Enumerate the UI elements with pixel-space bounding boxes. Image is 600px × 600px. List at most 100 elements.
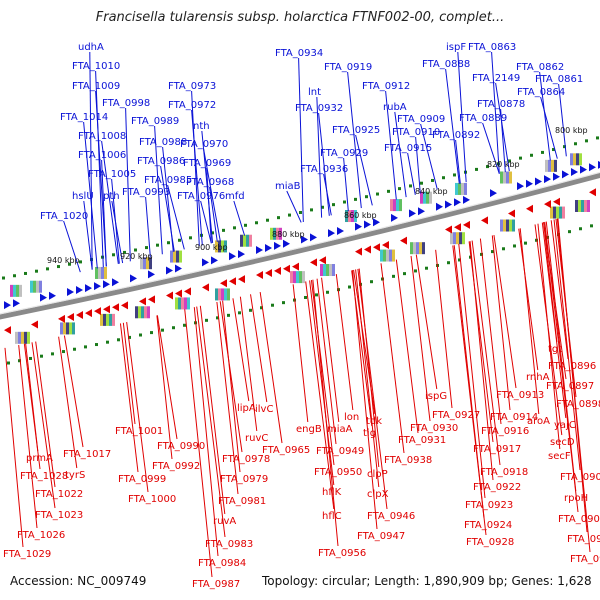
reverse-gene-arrow: [589, 188, 596, 197]
forward-gene-arrow: [580, 165, 587, 174]
forward-gene-arrow: [364, 220, 371, 229]
reverse-feature-tile: [509, 219, 512, 232]
kbp-tick-dot: [51, 352, 54, 356]
forward-gene-label: FTA_1008: [78, 131, 126, 142]
kbp-tick-dot: [530, 153, 533, 157]
kbp-tick-dot: [35, 269, 38, 273]
forward-gene-arrow: [229, 252, 236, 261]
forward-gene-label: FTA_0912: [362, 81, 410, 92]
forward-leader-line: [233, 200, 246, 236]
reverse-leader-line: [63, 335, 84, 448]
kbp-tick-dot: [431, 178, 434, 182]
reverse-feature-tile: [175, 297, 178, 310]
forward-feature-tile: [246, 234, 249, 247]
forward-gene-arrow: [310, 233, 317, 242]
reverse-feature-tile: [456, 232, 459, 245]
forward-feature-tile: [464, 182, 467, 195]
forward-leader-line: [316, 96, 323, 218]
kbp-tick-dot: [398, 187, 401, 191]
kbp-tick-dot: [79, 260, 82, 264]
reverse-gene-label: FTA_0930: [410, 423, 458, 434]
forward-gene-label: FTA_0969: [183, 158, 231, 169]
forward-gene-label: FTA_0910: [392, 127, 440, 138]
forward-gene-label: FTA_0998: [102, 98, 150, 109]
kbp-tick-dot: [541, 150, 544, 154]
forward-feature-tile: [423, 191, 426, 204]
reverse-leader-line: [556, 218, 591, 553]
forward-feature-tile: [33, 280, 36, 293]
reverse-leader-line: [239, 296, 258, 432]
forward-gene-arrow: [571, 168, 578, 177]
reverse-feature-tile: [27, 331, 30, 344]
reverse-leader-line: [544, 221, 579, 513]
forward-gene-arrow: [544, 175, 551, 184]
reverse-feature-tile: [138, 306, 141, 319]
forward-gene-label: FTA_0909: [397, 114, 445, 125]
reverse-gene-label: FTA_0896: [548, 361, 596, 372]
reverse-gene-label: rpoH: [564, 493, 588, 504]
kbp-tick-dot: [590, 224, 593, 228]
forward-gene-arrow: [103, 280, 110, 289]
forward-feature-tile: [140, 257, 143, 270]
forward-gene-arrow: [112, 278, 119, 287]
reverse-gene-arrow: [67, 312, 74, 321]
forward-leader-line: [83, 200, 93, 270]
reverse-feature-tile: [578, 199, 581, 212]
kbp-tick-dot: [568, 230, 571, 234]
reverse-leader-line: [335, 274, 354, 411]
forward-gene-arrow: [13, 299, 20, 308]
forward-gene-arrow: [40, 293, 47, 302]
reverse-feature-tile: [109, 313, 112, 326]
reverse-feature-tile: [24, 331, 27, 344]
reverse-feature-tile: [60, 322, 63, 335]
forward-gene-label: FTA_0863: [468, 42, 516, 53]
kbp-tick-dot: [266, 218, 269, 222]
forward-gene-label: ispF: [446, 42, 466, 53]
reverse-feature-tile: [553, 206, 556, 219]
kbp-tick-dot: [134, 248, 137, 252]
forward-feature-tile: [399, 199, 402, 212]
reverse-leader-line: [126, 322, 149, 493]
reverse-gene-arrow: [265, 268, 272, 277]
kbp-tick-dot: [156, 243, 159, 247]
reverse-gene-label: secD: [550, 437, 575, 448]
forward-gene-arrow: [283, 239, 290, 248]
forward-leader-line: [491, 51, 500, 174]
kbp-tick-dot: [524, 241, 527, 245]
kbp-tick-dot: [150, 331, 153, 335]
reverse-gene-arrow: [319, 256, 326, 265]
reverse-gene-label: FTA_0914: [490, 412, 538, 423]
reverse-feature-tile: [103, 313, 106, 326]
reverse-gene-arrow: [76, 311, 83, 320]
reverse-gene-label: FTA_0938: [384, 455, 432, 466]
kbp-tick-dot: [403, 272, 406, 276]
forward-leader-line: [95, 70, 104, 268]
reverse-leader-line: [18, 345, 38, 529]
reverse-gene-arrow: [202, 283, 209, 292]
reverse-gene-arrow: [85, 309, 92, 318]
forward-gene-label: FTA_0919: [324, 62, 372, 73]
forward-leader-line: [125, 107, 131, 262]
reverse-gene-label: lon: [344, 412, 359, 423]
reverse-gene-label: FTA_1022: [35, 489, 83, 500]
forward-gene-arrow: [445, 200, 452, 209]
forward-leader-line: [145, 196, 151, 257]
reverse-feature-tile: [221, 288, 224, 301]
reverse-leader-line: [31, 342, 56, 509]
kbp-tick-dot: [62, 350, 65, 354]
reverse-gene-arrow: [310, 258, 317, 267]
kbp-tick-dot: [29, 356, 32, 360]
forward-feature-tile: [503, 171, 506, 184]
reverse-gene-label: FTA_0947: [357, 531, 405, 542]
reverse-gene-label: FTA_0897: [546, 381, 594, 392]
reverse-gene-label: tig: [363, 428, 376, 439]
reverse-gene-arrows: [4, 188, 596, 335]
reverse-feature-tile: [581, 199, 584, 212]
forward-gene-arrow: [328, 229, 335, 238]
forward-gene-arrows: [4, 160, 600, 310]
forward-gene-arrow: [148, 270, 155, 279]
reverse-gene-label: FTA_0928: [466, 537, 514, 548]
forward-leader-line: [286, 190, 302, 223]
reverse-gene-label: FTA_0927: [432, 410, 480, 421]
forward-feature-tile: [500, 171, 503, 184]
